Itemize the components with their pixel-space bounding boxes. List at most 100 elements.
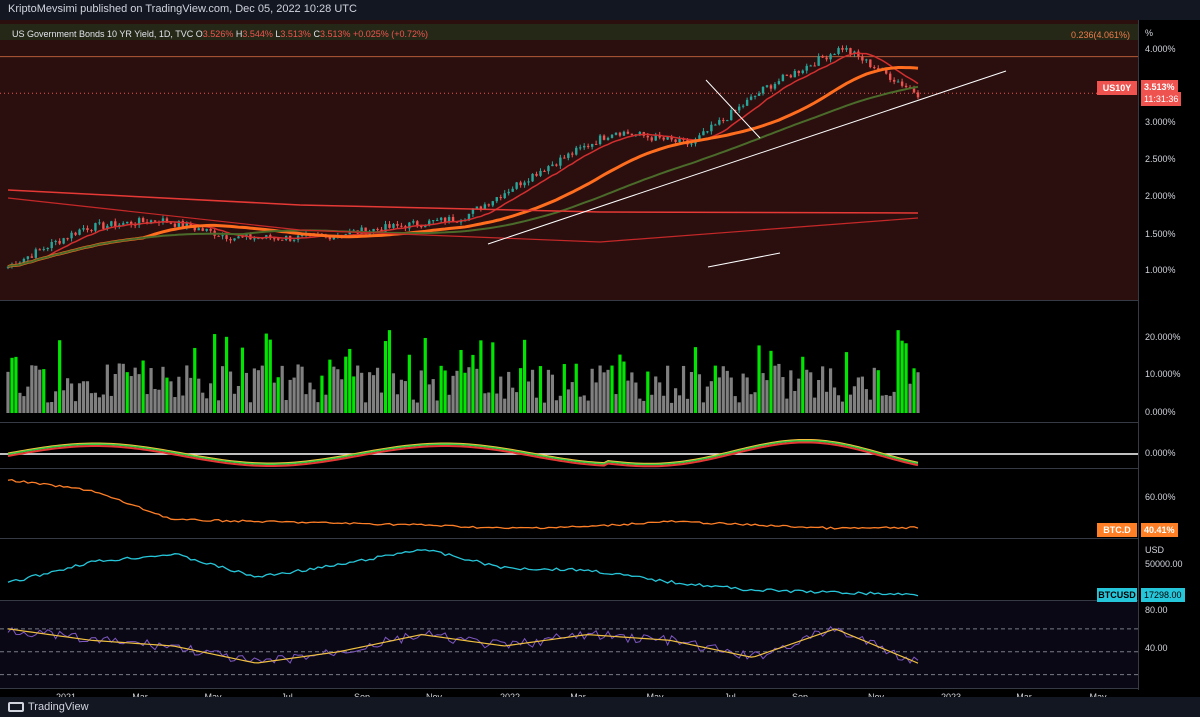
volume-bar [864,389,868,413]
volume-bar [217,400,221,413]
candle-body [571,153,574,155]
volume-bar [646,371,650,413]
candle-body [654,134,657,141]
volume-bar [904,343,908,413]
volume-bar [6,371,10,413]
volume-chart-svg [6,330,920,413]
volume-bar [662,395,666,413]
volume-bar [201,392,205,413]
candle-body [749,96,753,100]
volume-bar [670,402,674,413]
ma-mid-line [7,66,919,269]
price-axis[interactable]: % 4.000% 3.000% 2.500% 2.000% 1.500% 1.0… [1097,20,1200,690]
volume-bar [224,336,229,413]
volume-bar [256,370,260,413]
volume-bar [479,340,483,413]
volume-bar [451,375,455,413]
volume-bar [423,337,427,413]
volume-bar [896,330,900,413]
candle-body [678,138,681,142]
volume-bar [602,372,606,413]
volume-bar [447,394,451,413]
volume-bar [900,340,904,413]
macd-pane[interactable] [0,422,1138,469]
volume-bar [455,370,459,413]
candle-body [892,79,896,82]
volume-bar [634,382,638,413]
trendline [487,70,1007,245]
chart-area[interactable]: US Government Bonds 10 YR Yield, 1D, TVC… [0,20,1138,690]
volume-bar [371,375,376,413]
volume-bar [463,372,467,413]
volume-bar [805,369,809,413]
candle-body [491,201,495,206]
candle-body [575,147,578,155]
candle-body [888,73,892,80]
candle-body [670,137,673,140]
candle-body [86,228,89,231]
candle-body [821,56,824,58]
tradingview-icon [8,702,24,712]
volume-bar [427,384,431,413]
candle-body [626,131,630,134]
volume-bar [507,371,511,413]
volume-bar [38,369,42,413]
candle-body [610,134,614,138]
axis-tick: 20.000% [1145,332,1181,342]
axis-tick: 1.000% [1145,265,1176,275]
candle-body [161,218,165,223]
candle-body [912,88,916,93]
candle-body [555,164,558,166]
candle-body [479,206,483,210]
candle-body [58,240,61,244]
candle-body [332,236,336,240]
candle-body [455,221,459,223]
candle-body [38,249,41,251]
rsi-pane[interactable] [0,600,1138,689]
btcusd-pane[interactable] [0,538,1138,601]
volume-bar [10,357,14,413]
candle-body [833,53,836,55]
volume-bar [717,377,721,413]
volume-bar [765,380,769,413]
volume-bar [773,365,777,413]
volume-bar [328,359,332,413]
volume-bar [741,373,745,413]
candle-body [70,232,73,239]
volume-bar [149,368,153,413]
volume-pane[interactable] [0,300,1138,418]
candle-body [197,228,200,231]
axis-tick: 4.000% [1145,44,1176,54]
volume-bar [769,350,773,413]
volume-bar [491,342,495,413]
volume-bar [288,379,292,413]
volume-bar [626,380,630,413]
volume-bar [407,354,411,413]
candle-body [217,235,220,237]
btcd-pane[interactable] [0,468,1138,539]
candle-body [801,70,804,73]
volume-bar [558,395,562,413]
ma-slow-line [7,85,919,268]
symbol-legend[interactable]: US Government Bonds 10 YR Yield, 1D, TVC… [12,29,429,39]
last-price-tag: 3.513% [1141,80,1178,94]
candle-body [110,221,113,226]
volume-bar [50,402,54,413]
tradingview-logo[interactable]: TradingView [8,701,89,713]
change-value: +0.025% (+0.72%) [353,29,429,39]
candle-body [563,157,566,159]
candle-body [74,232,77,235]
candle-body [185,223,189,228]
main-price-pane[interactable]: US Government Bonds 10 YR Yield, 1D, TVC… [0,20,1138,300]
candle-body [916,92,920,98]
volume-bar [411,399,415,413]
candle-body [30,256,34,258]
volume-bar [260,365,264,413]
candle-body [193,227,196,231]
candle-body [396,224,399,226]
volume-bar [761,373,765,413]
candle-body [54,240,57,243]
candle-body [638,132,642,135]
volume-bar [538,366,543,413]
volume-bar [213,334,217,413]
